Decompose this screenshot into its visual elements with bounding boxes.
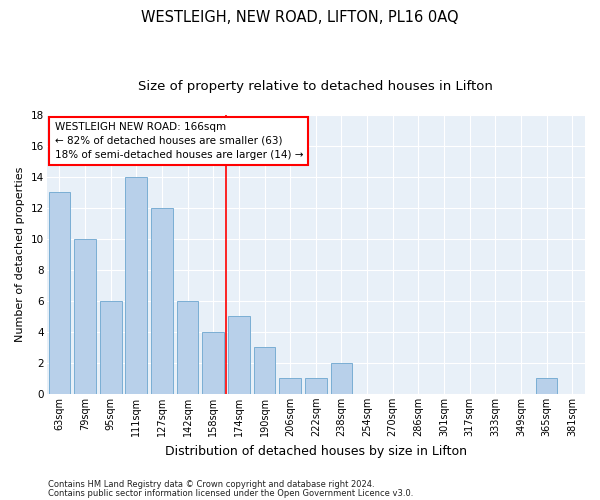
Bar — [151, 208, 173, 394]
Bar — [125, 177, 147, 394]
Bar — [100, 301, 122, 394]
Bar — [74, 239, 96, 394]
Bar — [279, 378, 301, 394]
Bar — [49, 192, 70, 394]
Bar — [177, 301, 199, 394]
Title: Size of property relative to detached houses in Lifton: Size of property relative to detached ho… — [139, 80, 493, 93]
Bar — [228, 316, 250, 394]
Y-axis label: Number of detached properties: Number of detached properties — [15, 167, 25, 342]
Bar — [536, 378, 557, 394]
Bar — [202, 332, 224, 394]
Text: WESTLEIGH NEW ROAD: 166sqm
← 82% of detached houses are smaller (63)
18% of semi: WESTLEIGH NEW ROAD: 166sqm ← 82% of deta… — [55, 122, 303, 160]
Bar — [254, 348, 275, 394]
Text: Contains HM Land Registry data © Crown copyright and database right 2024.: Contains HM Land Registry data © Crown c… — [48, 480, 374, 489]
Bar — [331, 363, 352, 394]
Text: WESTLEIGH, NEW ROAD, LIFTON, PL16 0AQ: WESTLEIGH, NEW ROAD, LIFTON, PL16 0AQ — [141, 10, 459, 25]
X-axis label: Distribution of detached houses by size in Lifton: Distribution of detached houses by size … — [165, 444, 467, 458]
Text: Contains public sector information licensed under the Open Government Licence v3: Contains public sector information licen… — [48, 488, 413, 498]
Bar — [305, 378, 326, 394]
